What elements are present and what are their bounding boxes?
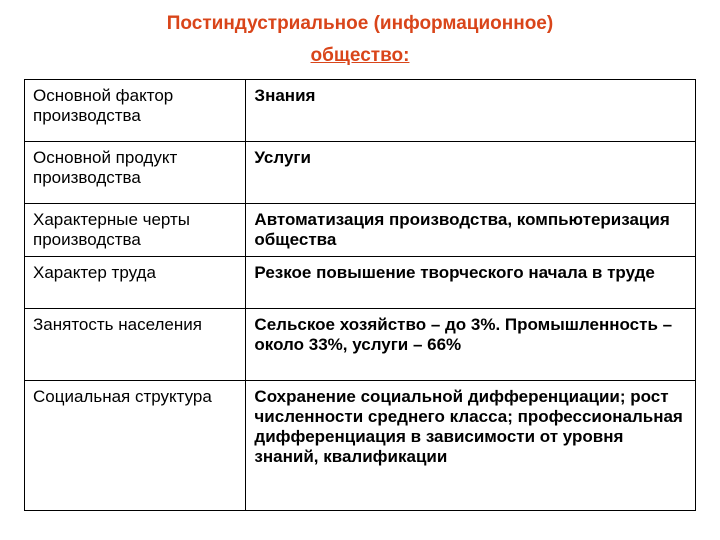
info-table: Основной фактор производстваЗнанияОсновн… <box>24 79 696 511</box>
title-line-1: Постиндустриальное (информационное) <box>167 13 553 34</box>
page-title: Постиндустриальное (информационное) обще… <box>24 8 696 73</box>
row-value: Услуги <box>246 141 696 203</box>
row-label: Занятость населения <box>25 308 246 380</box>
table-row: Занятость населенияСельское хозяйство – … <box>25 308 696 380</box>
table-row: Основной фактор производстваЗнания <box>25 79 696 141</box>
row-value: Резкое повышение творческого начала в тр… <box>246 256 696 308</box>
row-value: Знания <box>246 79 696 141</box>
table-row: Характерные черты производстваАвтоматиза… <box>25 203 696 256</box>
row-label: Основной продукт производства <box>25 141 246 203</box>
title-line-2: общество: <box>311 45 410 66</box>
table-row: Характер трудаРезкое повышение творческо… <box>25 256 696 308</box>
row-value: Автоматизация производства, компьютериза… <box>246 203 696 256</box>
row-label: Характерные черты производства <box>25 203 246 256</box>
row-value: Сельское хозяйство – до 3%. Промышленнос… <box>246 308 696 380</box>
row-value: Сохранение социальной дифференциации; ро… <box>246 380 696 510</box>
table-row: Основной продукт производстваУслуги <box>25 141 696 203</box>
row-label: Социальная структура <box>25 380 246 510</box>
table-row: Социальная структураСохранение социально… <box>25 380 696 510</box>
row-label: Характер труда <box>25 256 246 308</box>
row-label: Основной фактор производства <box>25 79 246 141</box>
